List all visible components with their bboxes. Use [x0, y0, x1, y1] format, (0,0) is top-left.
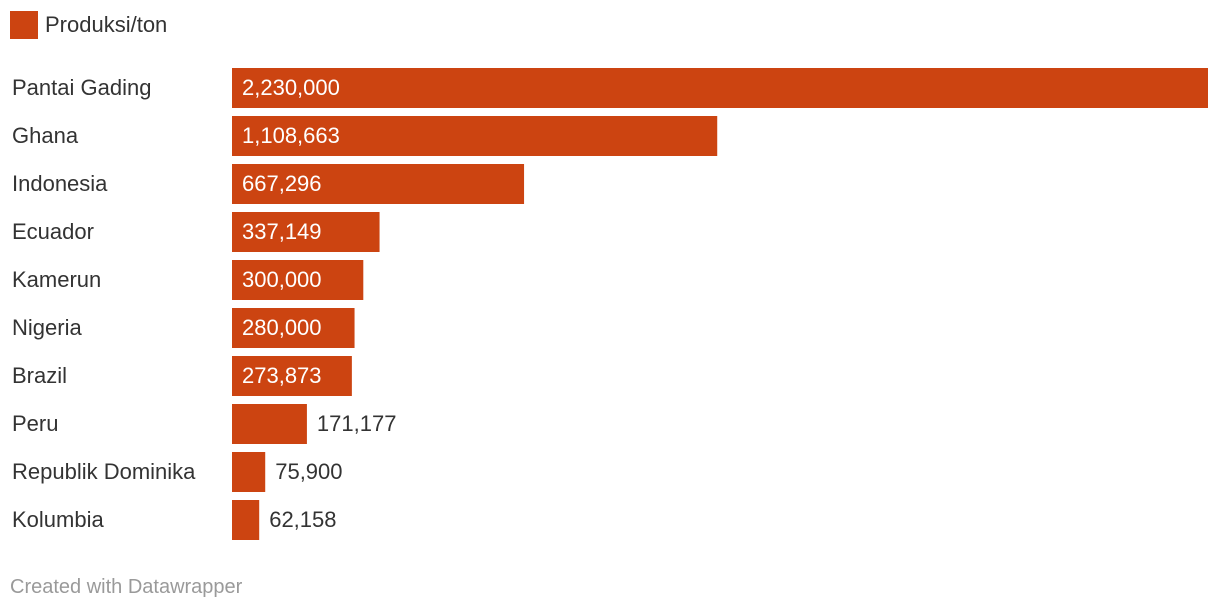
bar — [232, 500, 260, 540]
value-label: 62,158 — [269, 507, 336, 532]
category-label: Peru — [12, 411, 58, 436]
bar — [232, 452, 266, 492]
category-label: Ecuador — [12, 219, 94, 244]
value-label: 667,296 — [242, 171, 322, 196]
category-label: Indonesia — [12, 171, 108, 196]
legend-swatch — [10, 11, 38, 39]
bar — [232, 404, 307, 444]
value-label: 300,000 — [242, 267, 322, 292]
bar — [232, 308, 355, 348]
bar — [232, 164, 525, 204]
value-label: 1,108,663 — [242, 123, 340, 148]
category-label: Nigeria — [12, 315, 82, 340]
bar-chart: Pantai Gading 2,230,000 Ghana 1,108,663 Indo… — [12, 68, 1208, 540]
category-label: Republik Dominika — [12, 459, 196, 484]
legend-label: Produksi/ton — [45, 12, 168, 37]
category-label: Ghana — [12, 123, 79, 148]
value-label: 273,873 — [242, 363, 322, 388]
bar — [232, 116, 718, 156]
value-label: 75,900 — [275, 459, 342, 484]
bar — [232, 356, 352, 396]
bar — [232, 212, 380, 252]
value-label: 280,000 — [242, 315, 322, 340]
footer-credit: Created with Datawrapper — [10, 576, 243, 598]
category-label: Brazil — [12, 363, 67, 388]
category-label: Pantai Gading — [12, 75, 151, 100]
category-label: Kolumbia — [12, 507, 104, 532]
bar — [232, 260, 364, 300]
value-label: 2,230,000 — [242, 75, 340, 100]
value-label: 337,149 — [242, 219, 322, 244]
category-label: Kamerun — [12, 267, 101, 292]
value-label: 171,177 — [317, 411, 397, 436]
bar — [232, 68, 1208, 108]
legend: Produksi/ton — [10, 10, 167, 40]
